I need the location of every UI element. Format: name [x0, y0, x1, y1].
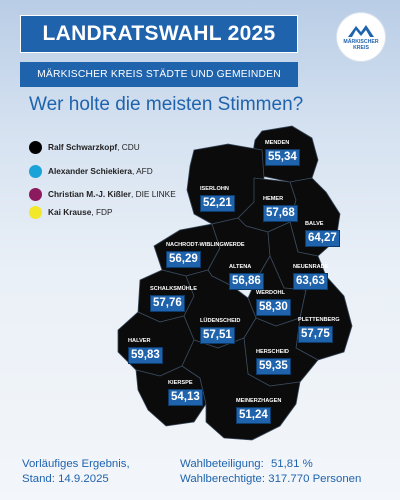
region-value: 57,68	[263, 205, 298, 222]
region-nachrodt-wiblingwerde: NACHRODT-WIBLINGWERDE 56,29	[166, 242, 245, 268]
region-value: 59,83	[128, 347, 163, 364]
region-menden: MENDEN 55,34	[265, 140, 300, 166]
logo-text-line1: MÄRKISCHER	[343, 39, 379, 45]
region-herscheid: HERSCHEID 59,35	[256, 349, 291, 375]
region-name: HEMER	[263, 196, 284, 202]
region-value: 57,76	[150, 295, 185, 312]
region-name: MEINERZHAGEN	[236, 398, 282, 404]
legend-party: CDU	[121, 142, 140, 152]
legend-party: DIE LINKE	[135, 189, 176, 199]
region-name: HERSCHEID	[256, 349, 289, 355]
region-value: 52,21	[200, 195, 235, 212]
region-name: ISERLOHN	[200, 186, 229, 192]
region-werdohl: WERDOHL 58,30	[256, 290, 291, 316]
voters-label: Wahlberechtigte:	[180, 473, 266, 485]
region-value: 54,13	[168, 389, 203, 406]
mountain-icon	[348, 25, 374, 37]
legend-candidate-name: Alexander Schiekiera	[48, 166, 132, 176]
region-iserlohn: ISERLOHN 52,21	[200, 186, 235, 212]
turnout-value: 51,81 %	[270, 458, 313, 470]
region-name: HALVER	[128, 338, 151, 344]
logo-text-line2: KREIS	[353, 45, 369, 51]
region-name: PLETTENBERG	[298, 317, 340, 323]
voters-value: 317.770 Personen	[268, 473, 362, 485]
result-status-line1: Vorläufiges Ergebnis,	[22, 458, 130, 470]
region-plettenberg: PLETTENBERG 57,75	[298, 317, 340, 343]
region-name: KIERSPE	[168, 380, 193, 386]
legend-candidate-name: Christian M.-J. Kißler	[48, 189, 131, 199]
region-hemer: HEMER 57,68	[263, 196, 298, 222]
maerkischer-kreis-logo: MÄRKISCHER KREIS	[337, 13, 385, 61]
region-name: NACHRODT-WIBLINGWERDE	[166, 242, 245, 248]
page-title: LANDRATSWAHL 2025	[42, 22, 276, 45]
region-name: NEUENRADE	[293, 264, 329, 270]
region-name: MENDEN	[265, 140, 290, 146]
region-value: 63,63	[293, 273, 328, 290]
region-value: 51,24	[236, 407, 271, 424]
region-luedenscheid: LÜDENSCHEID 57,51	[200, 318, 240, 344]
result-status: Vorläufiges Ergebnis, Stand: 14.9.2025	[22, 457, 130, 487]
result-status-line2: Stand: 14.9.2025	[22, 473, 109, 485]
headline-question: Wer holte die meisten Stimmen?	[29, 94, 304, 115]
region-neuenrade: NEUENRADE 63,63	[293, 264, 328, 290]
region-value: 57,51	[200, 327, 235, 344]
turnout-stats: Wahlbeteiligung: 51,81 % Wahlberechtigte…	[180, 457, 361, 487]
region-name: LÜDENSCHEID	[200, 318, 241, 324]
region-value: 64,27	[305, 230, 340, 247]
region-halver: HALVER 59,83	[128, 338, 163, 364]
legend-candidate-name: Kai Krause	[48, 207, 92, 217]
turnout-label: Wahlbeteiligung:	[180, 458, 264, 470]
region-value: 59,35	[256, 358, 291, 375]
subtitle-banner: MÄRKISCHER KREIS STÄDTE UND GEMEINDEN	[20, 62, 298, 87]
region-name: BALVE	[305, 221, 324, 227]
legend-color-dot	[29, 206, 42, 219]
legend-color-dot	[29, 141, 42, 154]
region-value: 55,34	[265, 149, 300, 166]
legend-color-dot	[29, 188, 42, 201]
region-balve: BALVE 64,27	[305, 221, 340, 247]
legend-party: FDP	[95, 207, 113, 217]
region-name: WERDOHL	[256, 290, 285, 296]
region-name: ALTENA	[229, 264, 252, 270]
region-value: 57,75	[298, 326, 333, 343]
title-banner: LANDRATSWAHL 2025	[20, 15, 298, 53]
region-meinerzhagen: MEINERZHAGEN 51,24	[236, 398, 281, 424]
region-schalksmuehle: SCHALKSMÜHLE 57,76	[150, 286, 197, 312]
region-value: 56,29	[166, 251, 201, 268]
region-value: 58,30	[256, 299, 291, 316]
page-subtitle: MÄRKISCHER KREIS STÄDTE UND GEMEINDEN	[37, 69, 281, 80]
legend-candidate-name: Ralf Schwarzkopf	[48, 142, 118, 152]
region-value: 56,86	[229, 273, 264, 290]
region-altena: ALTENA 56,86	[229, 264, 264, 290]
legend-party: AFD	[136, 166, 153, 176]
region-kierspe: KIERSPE 54,13	[168, 380, 203, 406]
region-name: SCHALKSMÜHLE	[150, 286, 197, 292]
legend-color-dot	[29, 165, 42, 178]
